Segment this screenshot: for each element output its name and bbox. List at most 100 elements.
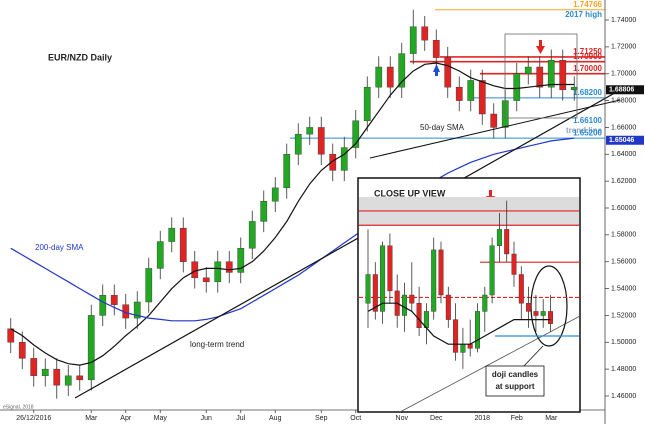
y-tick-label: 1.66000 — [611, 124, 636, 131]
candle-body — [365, 274, 371, 304]
y-tick-label: 1.56000 — [611, 259, 636, 266]
candle-body — [386, 66, 394, 88]
candle-body — [445, 294, 451, 320]
candle-body — [398, 53, 406, 88]
y-tick-label: 1.54000 — [611, 285, 636, 292]
level-note: trend line — [566, 126, 603, 135]
candle-body — [179, 227, 187, 262]
candle-body — [409, 294, 415, 304]
candle-body — [41, 368, 49, 377]
pointer — [521, 345, 544, 369]
candle-body — [524, 66, 532, 74]
x-tick-label: Oct — [350, 415, 361, 422]
candle-body — [416, 303, 422, 329]
level-label: 1.74766 — [573, 0, 602, 9]
candle-body — [191, 261, 199, 279]
x-tick-label: Mar — [545, 415, 558, 422]
level-label: 1.70900 — [573, 52, 602, 61]
note-box — [485, 365, 545, 397]
x-tick-label: Jun — [201, 415, 212, 422]
candle-body — [30, 358, 38, 377]
blue-arrow — [433, 64, 440, 76]
candle-body — [455, 86, 463, 101]
candle-body — [110, 295, 118, 305]
candle-body — [511, 253, 517, 275]
y-tick-label: 1.68000 — [611, 97, 636, 104]
candle-body — [402, 294, 408, 316]
candle-body — [271, 187, 279, 202]
y-tick-label: 1.58000 — [611, 232, 636, 239]
level-note: 2017 high — [565, 10, 602, 19]
candle-body — [380, 245, 386, 312]
candle-body — [444, 57, 452, 88]
sma-line — [10, 62, 575, 366]
candle-body — [340, 147, 348, 171]
sma-line — [10, 137, 575, 322]
level-label: 1.71250 — [573, 47, 602, 56]
x-tick-label: 26/12/2016 — [16, 415, 51, 422]
inset-title: CLOSE UP VIEW — [374, 188, 446, 198]
candle-body — [432, 39, 440, 58]
x-tick-label: Dec — [430, 415, 443, 422]
y-tick-label: 1.60000 — [611, 205, 636, 212]
candle-body — [421, 26, 429, 41]
candle-body — [53, 368, 61, 386]
close-up-inset: doji candles at support CLOSE UP VIEW — [357, 177, 581, 413]
candle-body — [536, 66, 544, 88]
candle-body — [156, 241, 164, 269]
candle-body — [76, 375, 84, 381]
candle-body — [570, 86, 578, 91]
x-tick-label: Mar — [85, 415, 98, 422]
candle-body — [237, 248, 245, 273]
candle-body — [518, 274, 524, 304]
candle-body — [387, 245, 393, 292]
inset-trend-line — [399, 315, 581, 413]
y-tick-label: 1.50000 — [611, 339, 636, 346]
candle-body — [431, 249, 437, 312]
candle-body — [214, 261, 222, 283]
candle-body — [352, 120, 360, 148]
candle-body — [548, 311, 554, 324]
note: doji candles — [492, 370, 539, 379]
sma-line — [367, 302, 551, 345]
candle-body — [133, 301, 141, 319]
y-tick-label: 1.52000 — [611, 312, 636, 319]
focus-box — [504, 33, 578, 119]
note: at support — [495, 382, 534, 391]
price-tag-label: 1.68806 — [609, 87, 634, 94]
long-term-trend-line — [74, 89, 621, 399]
y-tick-label: 1.72000 — [611, 44, 636, 51]
y-tick-label: 1.70000 — [611, 71, 636, 78]
candle-body — [248, 221, 256, 249]
candle-body — [526, 303, 532, 312]
y-tick-label: 1.64000 — [611, 151, 636, 158]
candle-body — [202, 277, 210, 283]
candle-body — [559, 60, 567, 91]
x-tick-label: Jul — [236, 415, 245, 422]
candle-body — [64, 375, 72, 386]
candle-body — [145, 268, 153, 303]
candle-body — [540, 311, 546, 316]
candle-body — [547, 60, 555, 88]
candle-body — [467, 80, 475, 101]
candle-body — [87, 315, 95, 381]
candle-body — [99, 295, 107, 316]
trend-line — [369, 99, 621, 159]
x-tick-label: May — [154, 415, 168, 422]
candle-body — [7, 328, 15, 343]
candle-body — [372, 274, 378, 312]
candle-body — [460, 344, 466, 353]
candle-body — [409, 26, 417, 54]
x-tick-label: 2018 — [474, 415, 490, 422]
level-label: 1.70000 — [573, 64, 602, 73]
y-tick-label: 1.48000 — [611, 366, 636, 373]
candle-body — [363, 86, 371, 121]
candle-body — [475, 311, 481, 349]
y-tick-label: 1.74000 — [611, 17, 636, 24]
candle-body — [504, 229, 510, 255]
series-label: 50-day SMA — [420, 123, 465, 132]
annotation: long-term trend — [190, 340, 244, 349]
price-tag-label: 1.65046 — [609, 137, 634, 144]
